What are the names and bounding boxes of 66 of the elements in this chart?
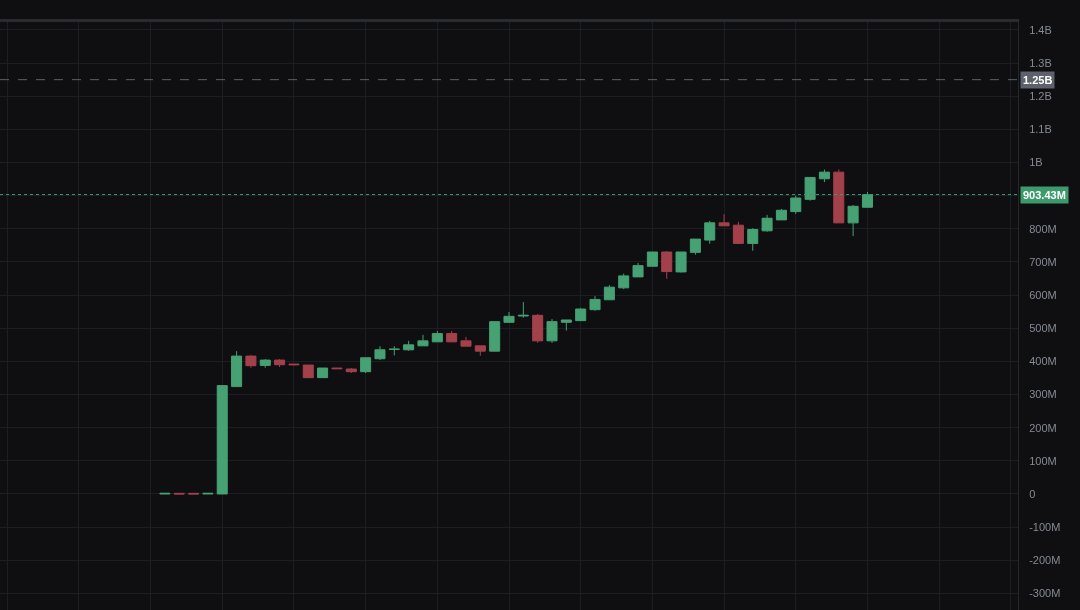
candlestick: [417, 334, 429, 347]
candlestick: [761, 214, 773, 233]
candlestick: [618, 273, 630, 290]
candlestick: [732, 221, 744, 245]
y-tick-label: -300M: [1029, 587, 1061, 600]
candlestick: [589, 295, 601, 312]
candlestick: [747, 227, 759, 252]
candlestick: [245, 354, 257, 369]
candlestick: [345, 368, 357, 374]
candlestick: [360, 357, 372, 374]
y-tick-label: 700M: [1029, 255, 1057, 268]
y-tick-label: 1.1B: [1029, 123, 1052, 136]
candlestick: [646, 251, 658, 267]
candlestick: [460, 336, 472, 347]
candlestick: [575, 307, 587, 322]
candlestick: [317, 367, 329, 379]
candlestick: [331, 367, 343, 370]
candlestick: [689, 238, 701, 256]
ref-line-label: 1.25B: [1023, 74, 1053, 86]
y-tick-label: 200M: [1029, 421, 1057, 434]
y-tick-label: 1.2B: [1029, 90, 1052, 103]
y-tick-label: 300M: [1029, 388, 1057, 401]
candlestick: [374, 345, 386, 361]
candlestick: [202, 492, 214, 495]
candlestick: [603, 284, 615, 301]
candlestick: [775, 208, 787, 221]
candlestick: [503, 311, 515, 323]
candlestick: [188, 492, 200, 495]
candlestick: [632, 262, 644, 278]
ref-line-label: 903.43M: [1023, 189, 1066, 201]
candlestick: [661, 250, 673, 280]
candlestick: [489, 321, 501, 352]
candlestick: [790, 195, 802, 215]
candlestick: [847, 204, 859, 237]
candlestick: [259, 358, 271, 369]
y-tick-label: -100M: [1029, 520, 1061, 533]
y-tick-label: 100M: [1029, 454, 1057, 467]
candlestick: [675, 251, 687, 274]
y-tick-label: 0: [1029, 487, 1036, 500]
candlestick: [431, 330, 443, 343]
y-tick-label: 1.4B: [1029, 23, 1052, 36]
candlestick: [833, 169, 845, 224]
candlestick: [159, 492, 171, 495]
candlestick: [288, 363, 300, 366]
y-tick-label: 1B: [1029, 156, 1043, 169]
y-tick-label: 500M: [1029, 322, 1057, 335]
candlestick: [546, 318, 558, 344]
candlestick: [446, 330, 458, 343]
candlestick: [231, 350, 243, 388]
candlestick: [532, 313, 544, 344]
candlestick: [560, 319, 572, 332]
y-tick-label: 400M: [1029, 355, 1057, 368]
y-tick-label: 600M: [1029, 288, 1057, 301]
candlestick: [302, 364, 314, 379]
y-tick-label: 800M: [1029, 222, 1057, 235]
candlestick: [474, 345, 486, 357]
candlestick: [403, 340, 415, 352]
candlestick: [517, 301, 529, 319]
y-tick-label: -200M: [1029, 554, 1061, 567]
candlestick: [818, 169, 830, 183]
y-tick-label: 1.3B: [1029, 56, 1052, 69]
candlestick: [274, 358, 286, 368]
candlestick: [216, 385, 228, 495]
candlestick: [173, 492, 185, 495]
candlestick: [704, 220, 716, 245]
candlestick: [718, 213, 730, 227]
